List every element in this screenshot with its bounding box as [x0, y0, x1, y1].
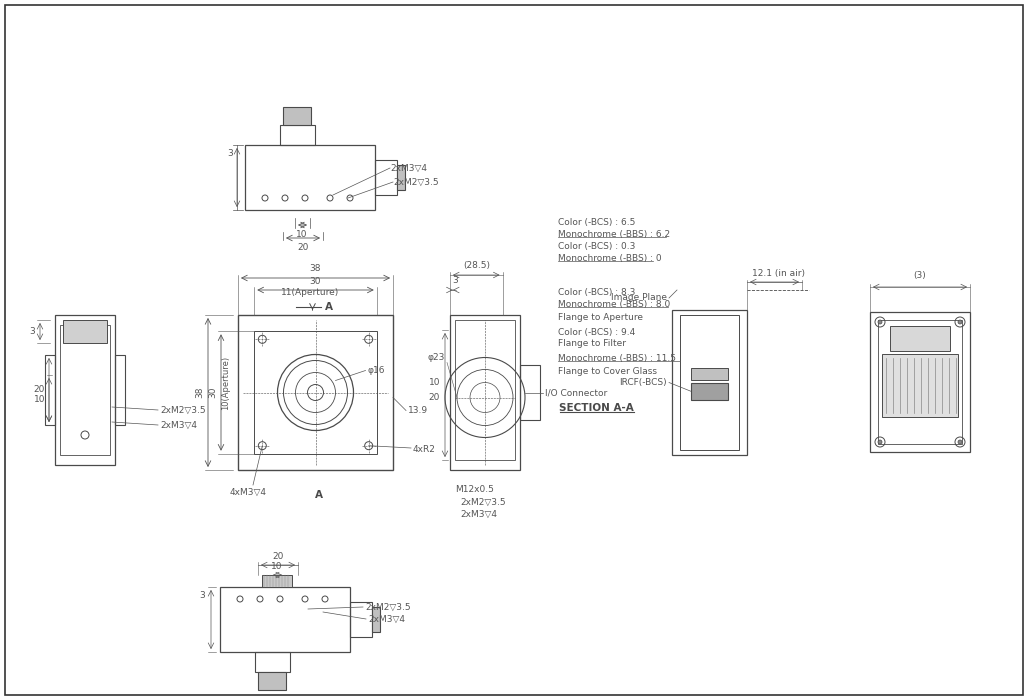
- Bar: [372, 607, 380, 632]
- Text: 2xM3▽4: 2xM3▽4: [368, 615, 405, 624]
- Text: Color (-BCS) : 0.3: Color (-BCS) : 0.3: [558, 241, 636, 251]
- Text: 38: 38: [310, 264, 321, 273]
- Bar: [55, 315, 115, 465]
- Text: 2xM3▽4: 2xM3▽4: [390, 164, 427, 172]
- Text: 2xM3▽4: 2xM3▽4: [460, 510, 497, 519]
- Text: A: A: [324, 302, 333, 312]
- Text: 10: 10: [34, 395, 45, 405]
- Bar: [890, 326, 950, 351]
- Text: 10: 10: [297, 230, 308, 239]
- Text: Image Plane: Image Plane: [611, 293, 667, 302]
- Text: 4xR2: 4xR2: [413, 445, 436, 454]
- Text: 3: 3: [29, 326, 35, 335]
- Bar: [245, 145, 375, 210]
- Text: M12x0.5: M12x0.5: [455, 485, 493, 494]
- Text: Monochrome (-BBS) : 6.2: Monochrome (-BBS) : 6.2: [558, 230, 671, 239]
- Bar: [238, 315, 393, 470]
- Bar: [350, 602, 372, 637]
- Text: 4xM3▽4: 4xM3▽4: [230, 488, 267, 497]
- Bar: [882, 354, 958, 417]
- Circle shape: [878, 320, 882, 324]
- Text: Monochrome (-BBS) : 11.5: Monochrome (-BBS) : 11.5: [558, 354, 676, 363]
- Text: 10(Aperture): 10(Aperture): [221, 356, 230, 410]
- Text: Color (-BCS) : 6.5: Color (-BCS) : 6.5: [558, 218, 636, 227]
- Text: 20: 20: [34, 386, 45, 395]
- Bar: [60, 325, 110, 455]
- Bar: [220, 587, 350, 652]
- Circle shape: [958, 440, 962, 444]
- Text: 20: 20: [272, 552, 283, 561]
- Bar: [258, 672, 286, 690]
- Text: SECTION A-A: SECTION A-A: [558, 403, 633, 413]
- Text: Flange to Cover Glass: Flange to Cover Glass: [558, 367, 657, 375]
- Text: 3: 3: [452, 276, 458, 285]
- Bar: [691, 382, 728, 400]
- Bar: [115, 355, 125, 425]
- Bar: [283, 107, 311, 125]
- Bar: [254, 331, 377, 454]
- Text: 20: 20: [428, 393, 440, 402]
- Text: Monochrome (-BBS) : 8.0: Monochrome (-BBS) : 8.0: [558, 300, 671, 309]
- Text: 38: 38: [195, 386, 204, 398]
- Text: Flange to Aperture: Flange to Aperture: [558, 312, 643, 321]
- Circle shape: [958, 320, 962, 324]
- Text: Color (-BCS) : 9.4: Color (-BCS) : 9.4: [558, 328, 636, 337]
- Text: 2xM2▽3.5: 2xM2▽3.5: [393, 178, 439, 186]
- Bar: [520, 365, 540, 420]
- Bar: [680, 315, 739, 450]
- Text: 2xM2▽3.5: 2xM2▽3.5: [160, 405, 206, 414]
- Text: Flange to Filter: Flange to Filter: [558, 339, 626, 347]
- Text: φ23: φ23: [427, 353, 445, 362]
- Text: (3): (3): [914, 271, 926, 280]
- Bar: [455, 320, 515, 460]
- Text: IRCF(-BCS): IRCF(-BCS): [619, 378, 667, 387]
- Text: 30: 30: [310, 277, 321, 286]
- Text: 20: 20: [298, 243, 309, 252]
- Bar: [375, 160, 397, 195]
- Text: (28.5): (28.5): [462, 261, 489, 270]
- Bar: [878, 320, 962, 444]
- Bar: [45, 355, 55, 425]
- Bar: [691, 368, 728, 379]
- Bar: [870, 312, 970, 452]
- Text: A: A: [314, 490, 322, 500]
- Bar: [63, 320, 107, 343]
- Text: I/O Connector: I/O Connector: [545, 389, 608, 398]
- Text: 30: 30: [208, 386, 217, 398]
- Bar: [672, 310, 747, 455]
- Text: 3: 3: [199, 591, 205, 599]
- Text: 10: 10: [428, 378, 440, 387]
- Text: 2xM2▽3.5: 2xM2▽3.5: [460, 498, 506, 507]
- Bar: [262, 575, 291, 587]
- Text: φ16: φ16: [368, 366, 385, 375]
- Circle shape: [878, 440, 882, 444]
- Bar: [255, 652, 290, 672]
- Text: 10: 10: [271, 562, 283, 571]
- Text: 2xM2▽3.5: 2xM2▽3.5: [365, 603, 411, 612]
- Text: Color (-BCS) : 8.3: Color (-BCS) : 8.3: [558, 288, 636, 297]
- Text: 13.9: 13.9: [408, 406, 428, 415]
- Text: Monochrome (-BBS) : 0: Monochrome (-BBS) : 0: [558, 253, 661, 262]
- Text: 11(Aperture): 11(Aperture): [281, 288, 340, 297]
- Text: 12.1 (in air): 12.1 (in air): [752, 269, 805, 278]
- Bar: [280, 125, 315, 145]
- Text: 2xM3▽4: 2xM3▽4: [160, 421, 197, 430]
- Bar: [397, 165, 405, 190]
- Text: 3: 3: [228, 148, 233, 158]
- Bar: [450, 315, 520, 470]
